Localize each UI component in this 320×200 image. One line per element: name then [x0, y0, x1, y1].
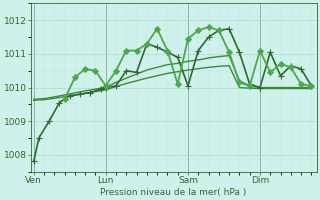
X-axis label: Pression niveau de la mer( hPa ): Pression niveau de la mer( hPa )	[100, 188, 247, 197]
